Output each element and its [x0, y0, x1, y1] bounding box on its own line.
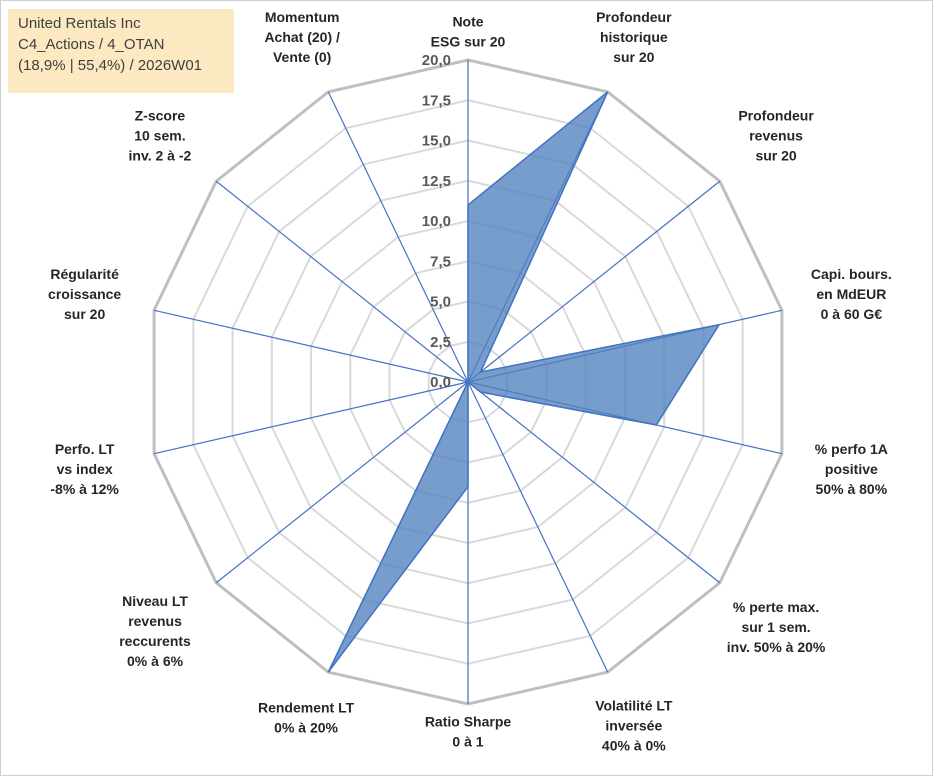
axis-label: Volatilité LT inversée 40% à 0% [595, 698, 673, 754]
radar-axis-labels: Note ESG sur 20 Profondeur historique sur 20… [48, 9, 892, 754]
axis-label: Capi. bours. en MdEUR 0 à 60 G€ [811, 266, 892, 322]
portfolio-stats: (18,9% | 55,4%) / 2026W01 [18, 57, 202, 74]
tick-label: 2,5 [430, 334, 451, 351]
company-name: United Rentals Inc [18, 15, 141, 32]
radar-spoke [153, 309, 469, 383]
axis-label: Ratio Sharpe 0 à 1 [425, 713, 512, 749]
series-polygon [327, 91, 721, 673]
portfolio-name: C4_Actions / 4_OTAN [18, 36, 165, 53]
tick-label: 0,0 [430, 374, 451, 391]
tick-label: 10,0 [422, 213, 451, 230]
axis-label: Perfo. LT vs index -8% à 12% [50, 441, 119, 497]
axis-label: Rendement LT 0% à 20% [258, 700, 355, 736]
radar-spoke [467, 381, 721, 584]
radar-spoke [215, 381, 469, 584]
axis-label: Profondeur revenus sur 20 [738, 108, 814, 164]
tick-label: 12,5 [422, 173, 451, 190]
info-box: United Rentals Inc C4_Actions / 4_OTAN (… [8, 9, 234, 93]
radar-spoke [153, 381, 469, 455]
axis-label: Momentum Achat (20) / Vente (0) [264, 9, 340, 65]
tick-label: 20,0 [422, 52, 451, 69]
radar-spoke [467, 180, 721, 383]
tick-label: 7,5 [430, 253, 451, 270]
radar-spoke [215, 180, 469, 383]
tick-label: 15,0 [422, 133, 451, 150]
axis-label: Régularité croissance sur 20 [48, 266, 121, 322]
radar-spoke [327, 91, 469, 383]
tick-label: 5,0 [430, 294, 451, 311]
axis-label: % perfo 1A positive 50% à 80% [815, 441, 888, 497]
axis-label: Profondeur historique sur 20 [596, 9, 672, 65]
radar-tick-labels: 0,0 2,5 5,0 7,5 10,0 12,5 15,0 17,5 20,0 [422, 52, 451, 391]
radar-spoke [467, 381, 609, 673]
tick-label: 17,5 [422, 92, 451, 109]
axis-label: % perte max. sur 1 sem. inv. 50% à 20% [727, 599, 826, 655]
axis-label: Niveau LT revenus reccurents 0% à 6% [119, 593, 191, 669]
axis-label: Note ESG sur 20 [431, 13, 506, 49]
axis-label: Z-score 10 sem. inv. 2 à -2 [129, 108, 192, 164]
radar-series [327, 91, 721, 673]
